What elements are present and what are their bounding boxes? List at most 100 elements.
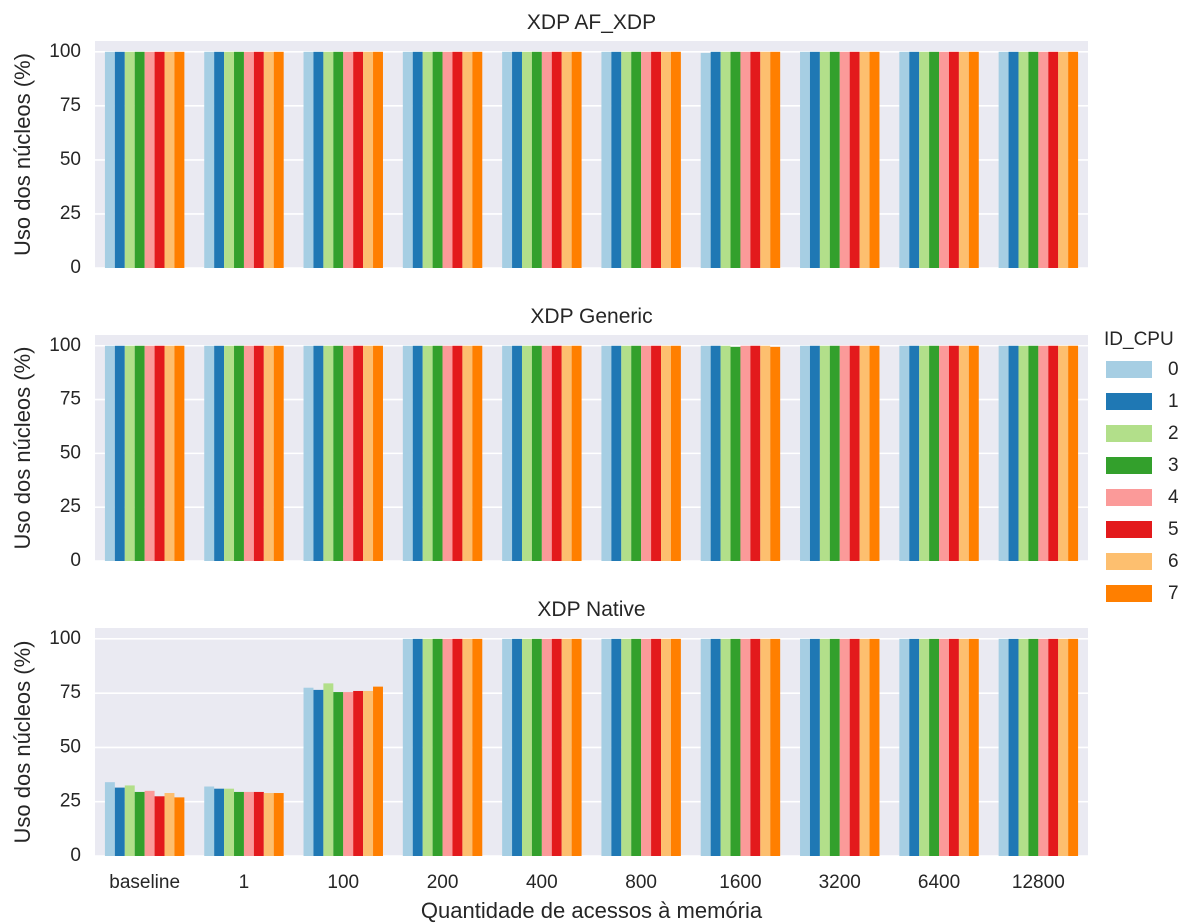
bar-baseline-cpu-6 <box>164 51 175 268</box>
bar-100-cpu-3 <box>333 345 344 561</box>
bar-400-cpu-3 <box>531 51 542 268</box>
bar-1-cpu-5 <box>253 51 264 268</box>
bar-12800-cpu-3 <box>1028 638 1039 856</box>
bar-12800-cpu-5 <box>1048 638 1059 856</box>
bar-baseline-cpu-7 <box>174 797 185 856</box>
bar-200-cpu-2 <box>422 638 433 856</box>
x-tick-label: 6400 <box>918 872 960 893</box>
x-tick-label: 400 <box>526 872 558 893</box>
bar-100-cpu-7 <box>373 51 383 268</box>
bar-1-cpu-6 <box>263 793 274 856</box>
bar-12800-cpu-6 <box>1058 51 1069 268</box>
bar-800-cpu-6 <box>661 638 671 856</box>
bar-1600-cpu-6 <box>760 345 771 561</box>
bar-800-cpu-2 <box>621 345 632 561</box>
bar-1600-cpu-4 <box>740 51 751 268</box>
bar-1-cpu-6 <box>263 51 274 268</box>
bar-6400-cpu-2 <box>919 345 930 561</box>
x-tick-label: 12800 <box>1012 872 1065 893</box>
bar-800-cpu-4 <box>641 345 652 561</box>
bar-800-cpu-5 <box>651 51 662 268</box>
legend-label-0: 0 <box>1168 359 1179 380</box>
bar-100-cpu-0 <box>303 51 314 268</box>
bar-baseline-cpu-1 <box>114 787 125 856</box>
bar-baseline-cpu-0 <box>104 782 115 856</box>
bar-100-cpu-7 <box>373 345 383 561</box>
bar-6400-cpu-6 <box>958 638 969 856</box>
bar-3200-cpu-5 <box>849 638 860 856</box>
bar-1-cpu-7 <box>273 51 284 268</box>
bar-200-cpu-6 <box>462 345 473 561</box>
bar-200-cpu-7 <box>472 345 483 561</box>
bar-400-cpu-0 <box>502 51 513 268</box>
bar-800-cpu-4 <box>641 638 652 856</box>
bar-100-cpu-6 <box>363 51 374 268</box>
bar-1600-cpu-2 <box>720 345 731 561</box>
bar-1-cpu-4 <box>243 345 254 561</box>
bar-1600-cpu-4 <box>740 345 751 561</box>
bar-400-cpu-5 <box>551 345 562 561</box>
bar-100-cpu-1 <box>313 51 324 268</box>
bar-200-cpu-7 <box>472 638 483 856</box>
bar-3200-cpu-2 <box>819 345 830 561</box>
bar-6400-cpu-0 <box>899 638 910 856</box>
bar-400-cpu-2 <box>521 345 532 561</box>
bar-1600-cpu-7 <box>770 346 781 561</box>
bar-1-cpu-4 <box>243 51 254 268</box>
bar-800-cpu-6 <box>661 51 671 268</box>
x-tick-label: 3200 <box>819 872 861 893</box>
bar-200-cpu-2 <box>422 51 433 268</box>
bar-400-cpu-3 <box>531 638 542 856</box>
bar-400-cpu-0 <box>502 638 513 856</box>
bar-100-cpu-5 <box>353 690 364 856</box>
bar-1-cpu-1 <box>214 788 225 856</box>
bar-6400-cpu-7 <box>968 638 979 856</box>
bar-400-cpu-5 <box>551 638 562 856</box>
legend-label-5: 5 <box>1168 519 1179 540</box>
bar-1-cpu-4 <box>243 791 254 856</box>
bar-100-cpu-3 <box>333 692 344 856</box>
bar-800-cpu-5 <box>651 345 662 561</box>
bar-100-cpu-2 <box>323 345 334 561</box>
bar-12800-cpu-0 <box>998 51 1009 268</box>
x-axis-label: Quantidade de acessos à memória <box>421 898 763 923</box>
legend-label-1: 1 <box>1168 391 1179 412</box>
bar-baseline-cpu-5 <box>154 345 165 561</box>
bar-baseline-cpu-0 <box>104 51 115 268</box>
bar-200-cpu-4 <box>442 51 453 268</box>
x-tick-label: 1600 <box>719 872 761 893</box>
bar-3200-cpu-1 <box>809 51 820 268</box>
bar-6400-cpu-1 <box>909 345 920 561</box>
bar-100-cpu-6 <box>363 690 374 856</box>
bar-3200-cpu-1 <box>809 638 820 856</box>
bar-baseline-cpu-2 <box>124 345 135 561</box>
bar-6400-cpu-7 <box>968 51 979 268</box>
bar-100-cpu-4 <box>343 692 354 856</box>
bar-6400-cpu-7 <box>968 345 979 561</box>
bar-400-cpu-2 <box>521 638 532 856</box>
bar-200-cpu-6 <box>462 51 473 268</box>
legend-swatch-7 <box>1106 585 1152 602</box>
bar-baseline-cpu-1 <box>114 345 125 561</box>
bar-1-cpu-5 <box>253 791 264 856</box>
bar-baseline-cpu-2 <box>124 785 135 856</box>
bar-3200-cpu-4 <box>839 638 850 856</box>
bar-3200-cpu-1 <box>809 345 820 561</box>
bar-12800-cpu-2 <box>1018 345 1029 561</box>
legend-label-6: 6 <box>1168 551 1179 572</box>
legend-swatch-5 <box>1106 521 1152 538</box>
bar-400-cpu-4 <box>541 638 552 856</box>
bar-12800-cpu-6 <box>1058 638 1069 856</box>
bar-baseline-cpu-1 <box>114 51 125 268</box>
bar-6400-cpu-6 <box>958 51 969 268</box>
bar-6400-cpu-1 <box>909 638 920 856</box>
bar-800-cpu-7 <box>670 345 681 561</box>
bar-800-cpu-0 <box>601 51 612 268</box>
x-tick-label: 200 <box>427 872 459 893</box>
bar-1600-cpu-2 <box>720 638 731 856</box>
bar-12800-cpu-5 <box>1048 345 1059 561</box>
bar-3200-cpu-6 <box>859 345 870 561</box>
bar-1600-cpu-1 <box>710 51 721 268</box>
bar-1600-cpu-6 <box>760 638 771 856</box>
